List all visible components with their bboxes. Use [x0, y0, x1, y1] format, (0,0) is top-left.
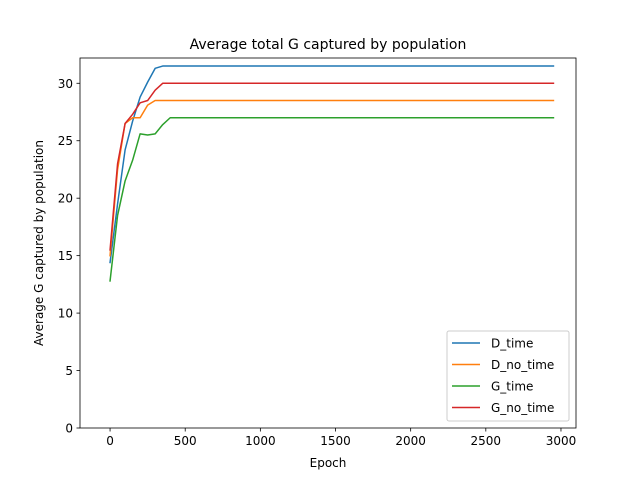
x-tick-label: 2500 — [471, 434, 502, 448]
y-tick-label: 15 — [58, 249, 73, 263]
series-line-2 — [109, 117, 555, 282]
legend-label-2: G_time — [491, 380, 533, 394]
x-axis-label: Epoch — [310, 456, 347, 470]
x-tick-label: 2000 — [395, 434, 426, 448]
y-tick-label: 25 — [58, 134, 73, 148]
series-line-3 — [109, 82, 555, 251]
y-tick-label: 30 — [58, 77, 73, 91]
x-tick-label: 0 — [106, 434, 114, 448]
series-lines — [109, 65, 555, 282]
series-line-0 — [109, 65, 555, 264]
chart-title: Average total G captured by population — [190, 37, 467, 53]
legend-label-1: D_no_time — [491, 358, 554, 372]
x-tick-label: 3000 — [546, 434, 577, 448]
legend: D_time D_no_time G_time G_no_time — [446, 330, 570, 422]
y-tick-label: 20 — [58, 192, 73, 206]
y-axis-ticks: 0 5 10 15 20 25 30 — [58, 77, 80, 436]
y-tick-label: 10 — [58, 307, 73, 321]
y-axis-label: Average G captured by population — [32, 140, 46, 346]
legend-label-3: G_no_time — [491, 401, 554, 415]
x-tick-label: 1000 — [245, 434, 276, 448]
y-tick-label: 0 — [65, 422, 73, 436]
x-tick-label: 500 — [174, 434, 197, 448]
x-tick-label: 1500 — [320, 434, 351, 448]
legend-label-0: D_time — [491, 337, 533, 351]
x-axis-ticks: 0 500 1000 1500 2000 2500 3000 — [106, 428, 576, 448]
legend-box — [446, 330, 570, 422]
y-tick-label: 5 — [65, 364, 73, 378]
plot-area-frame — [79, 57, 577, 429]
